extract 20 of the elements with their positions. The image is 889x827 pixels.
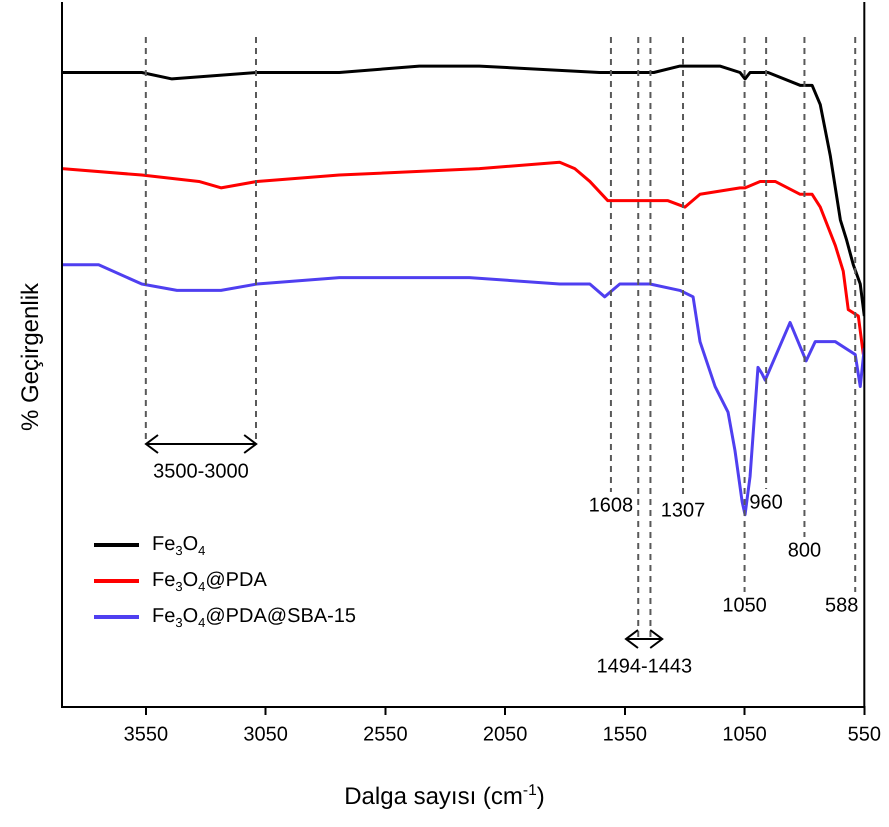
x-tick-label: 2550 [363, 724, 408, 746]
ref-line-label: 1307 [660, 500, 706, 522]
legend-label: Fe$_{3}$O$_{4}$@PDA@SBA-15 [152, 604, 356, 630]
annotation: 1494-1443 [596, 656, 692, 678]
ref-line-label: 588 [824, 594, 858, 617]
ref-line-label: 800 [788, 540, 822, 562]
x-tick-label: 550 [848, 724, 882, 746]
ref-line-label: 1608 [588, 494, 634, 517]
y-axis-title: % Geçirgenlik [17, 282, 45, 432]
x-tick-label: 1550 [602, 724, 648, 746]
ref-line-label: 1050 [722, 594, 767, 617]
ref-line-label: 960 [749, 492, 783, 514]
x-tick-label: 3050 [243, 724, 288, 746]
x-tick-label: 1050 [722, 724, 767, 746]
x-tick-label: 2050 [482, 724, 528, 746]
x-axis-title: Dalga sayısı (cm$^{-1}$) [343, 782, 546, 811]
legend-label: Fe$_{3}$O$_{4}$ [152, 532, 206, 558]
annotation: 3500-3000 [153, 460, 249, 484]
x-tick-label: 3550 [124, 724, 168, 746]
legend-label: Fe$_{3}$O$_{4}$@PDA [152, 568, 267, 594]
